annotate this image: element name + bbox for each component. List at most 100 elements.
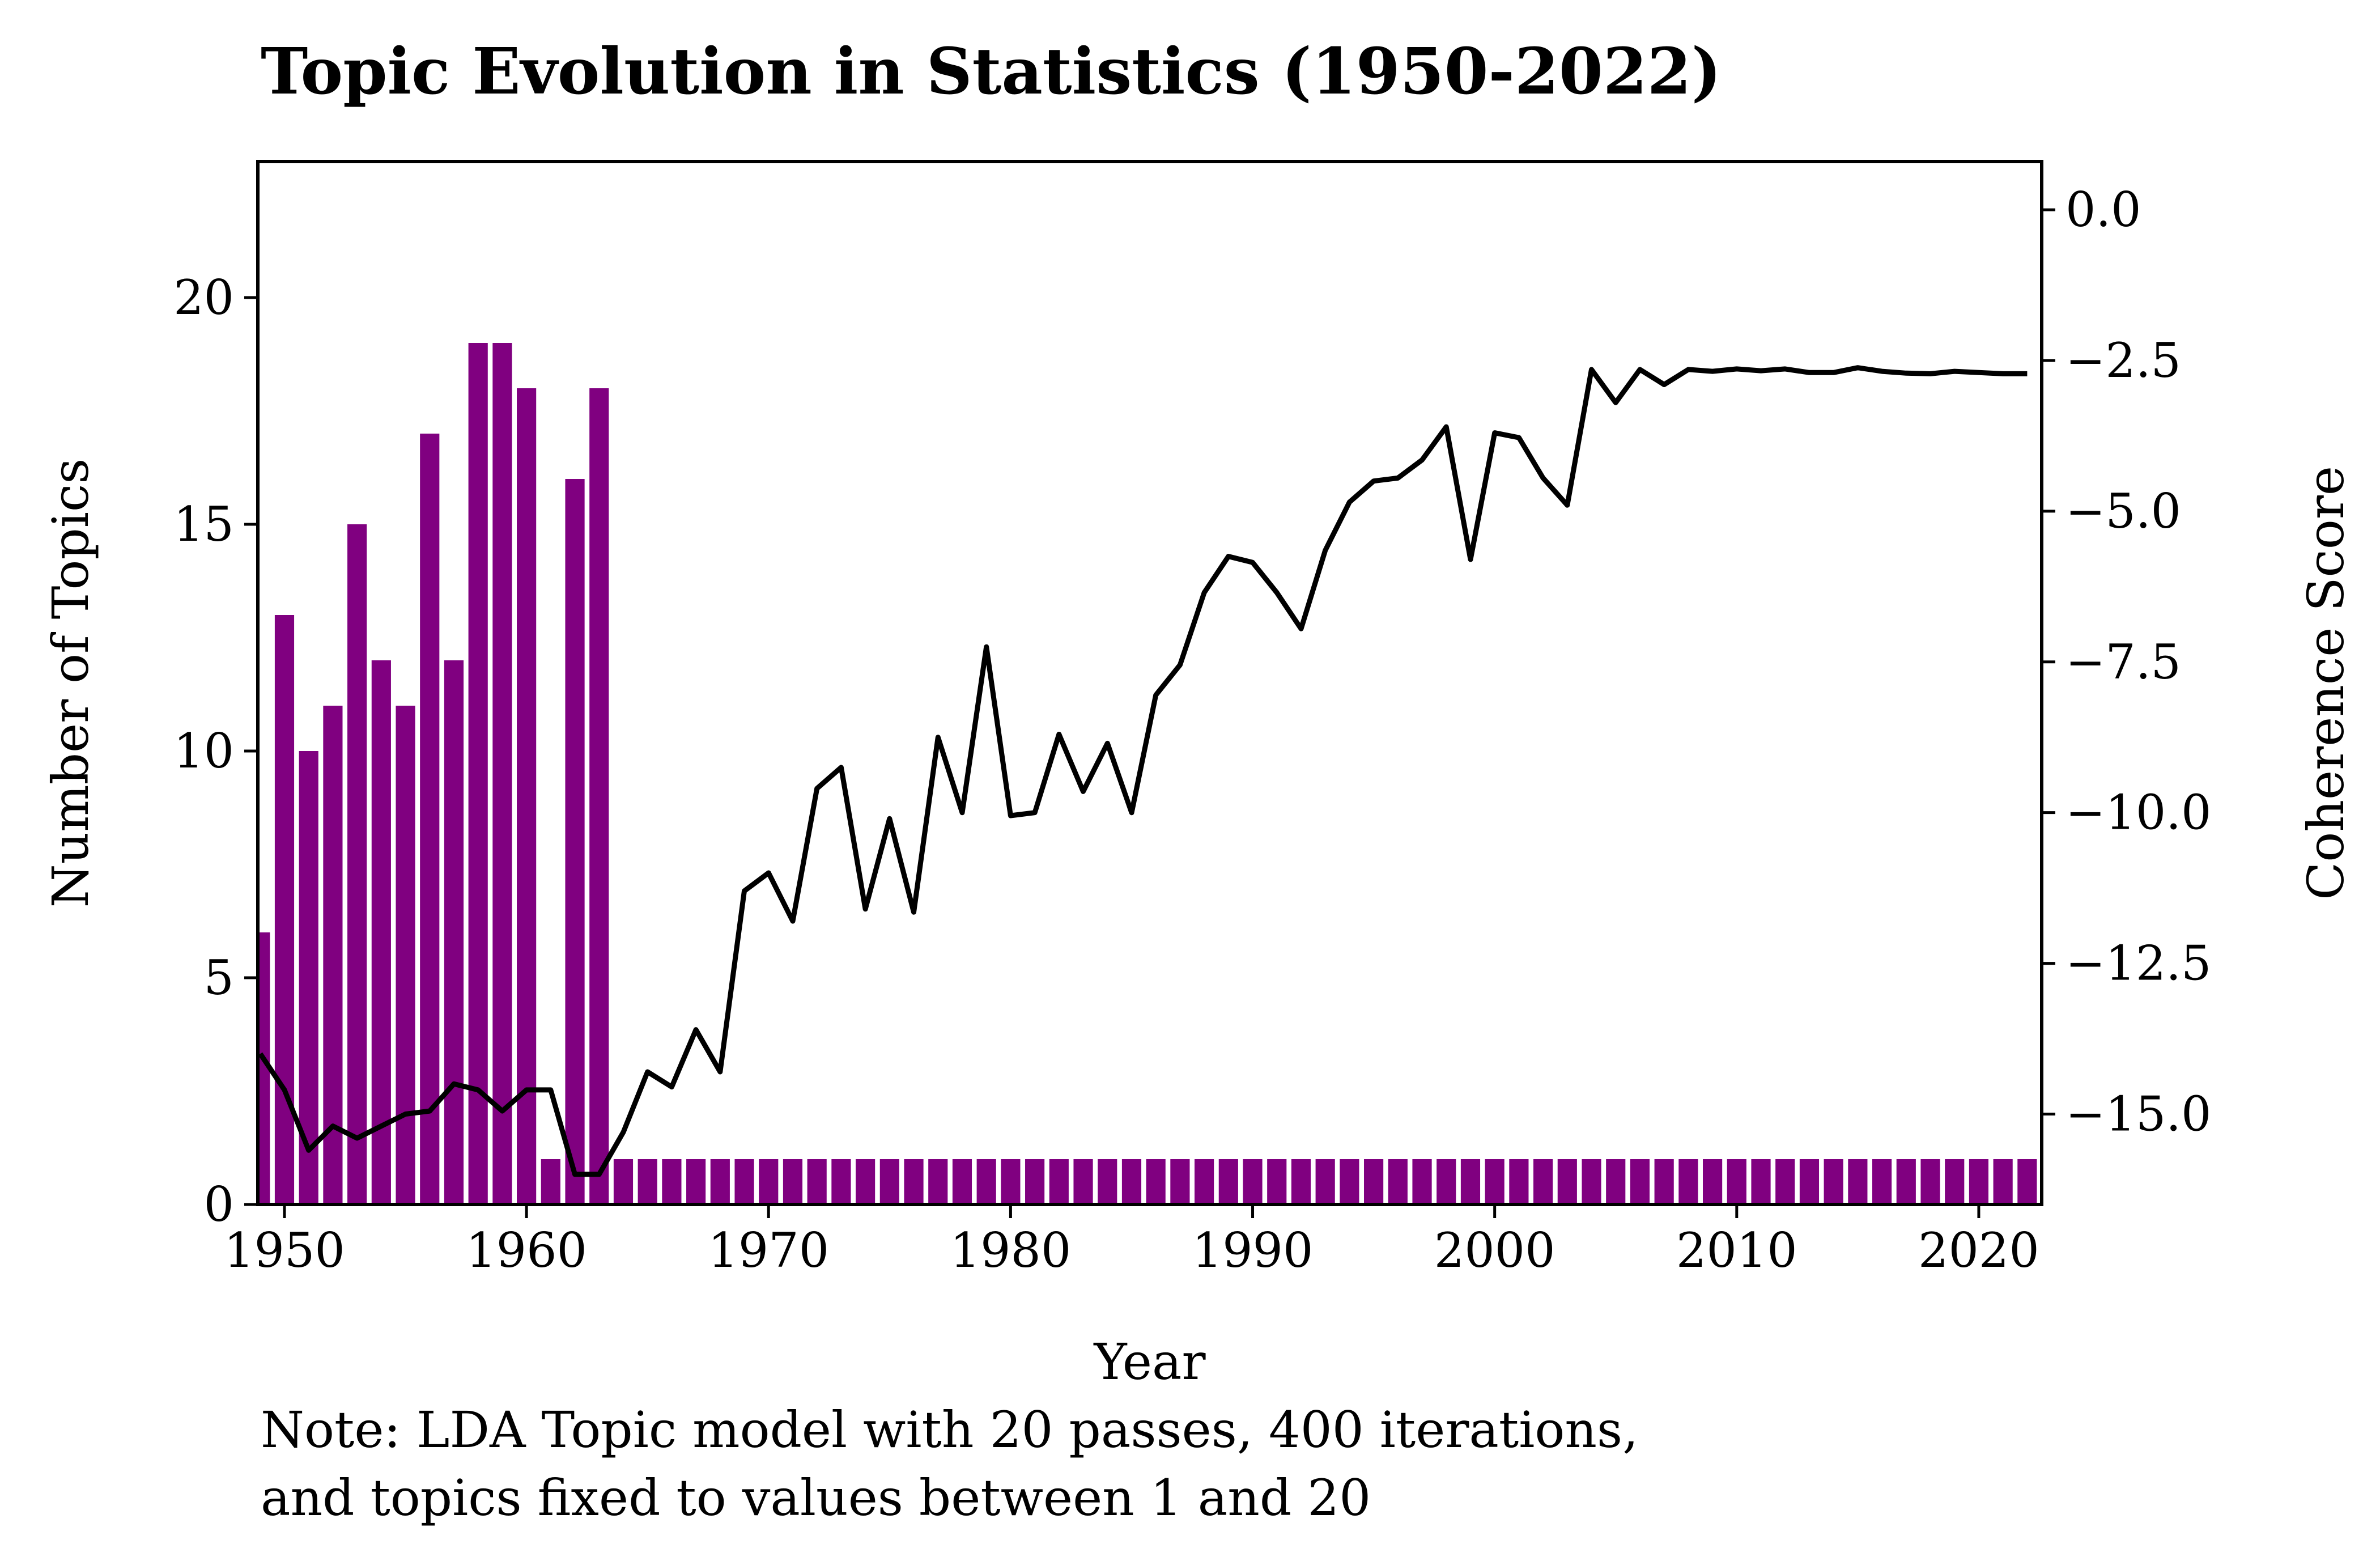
y2-tick-label: −2.5 [2066,333,2181,388]
plot-frame [256,160,2043,1206]
bar [807,1159,827,1204]
y-tick-label: 20 [173,270,234,325]
bar [371,660,391,1204]
y2-tick-label: −12.5 [2066,936,2211,991]
y-tick-label: 15 [173,497,234,552]
y2-tick-label: −15.0 [2066,1086,2211,1142]
bar [928,1159,948,1204]
bar [662,1159,682,1204]
bar [1025,1159,1045,1204]
bar [734,1159,754,1204]
bar [565,479,585,1204]
bar [1218,1159,1238,1204]
bar [613,1159,634,1204]
y-axis-label: Number of Topics [41,459,100,908]
y-axis-right: 0.0 −2.5 −5.0 −7.5 −10.0 −12.5 −15.0 [2042,182,2211,1142]
y-tick-label: 10 [173,723,234,779]
bar [1243,1159,1263,1204]
bar [1315,1159,1335,1204]
y2-tick-label: −5.0 [2066,483,2181,539]
bar [710,1159,730,1204]
bar [1049,1159,1069,1204]
x-tick-label: 2010 [1676,1223,1797,1278]
bars-layer [258,343,2037,1204]
bar [1121,1159,1142,1204]
bar [468,343,488,1204]
bar [541,1159,560,1204]
bar [1412,1159,1432,1204]
bar [1727,1159,1746,1204]
bar [1630,1159,1650,1204]
bar [1799,1159,1820,1204]
bar [1582,1159,1601,1204]
bar [274,615,295,1204]
y2-tick-label: 0.0 [2066,182,2141,237]
bar [1364,1159,1384,1204]
bar [831,1159,851,1204]
x-axis: 1950 1960 1970 1980 1990 2000 2010 2020 [224,1204,2039,1278]
x-tick-label: 2000 [1434,1223,1556,1278]
bar [783,1159,803,1204]
bar [1340,1159,1359,1204]
x-tick-label: 1970 [708,1223,829,1278]
bar [686,1159,706,1204]
bar [2017,1159,2037,1204]
bar [1703,1159,1723,1204]
bar [1533,1159,1553,1204]
bar [1872,1159,1892,1204]
bar [904,1159,924,1204]
note-line-1: Note: LDA Topic model with 20 passes, 40… [261,1401,1638,1459]
y-tick-label: 5 [204,950,234,1006]
y2-tick-label: −10.0 [2066,785,2211,841]
bar [1073,1159,1093,1204]
bar [396,706,415,1204]
bar [1824,1159,1843,1204]
bar [492,343,512,1204]
bar [589,388,609,1204]
bar [976,1159,996,1204]
bar [1678,1159,1698,1204]
bar [1654,1159,1674,1204]
chart-title: Topic Evolution in Statistics (1950-2022… [261,35,1722,109]
bar [759,1159,779,1204]
y2-tick-label: −7.5 [2066,634,2181,690]
x-tick-label: 1980 [950,1223,1072,1278]
bar [1969,1159,1989,1204]
bar [1509,1159,1529,1204]
bar [1388,1159,1408,1204]
bar [1001,1159,1021,1204]
x-tick-label: 1950 [224,1223,345,1278]
bar [1775,1159,1795,1204]
bar [1557,1159,1577,1204]
bar [1436,1159,1456,1204]
bar [347,524,367,1204]
bar [1920,1159,1940,1204]
bar [1460,1159,1481,1204]
bar [258,932,270,1204]
bar [444,660,464,1204]
bar [517,388,537,1204]
bar [1291,1159,1311,1204]
y-axis-left: 0 5 10 15 20 [173,270,258,1232]
note-line-2: and topics fixed to values between 1 and… [261,1469,1371,1527]
bar [1267,1159,1287,1204]
bar [1485,1159,1504,1204]
x-tick-label: 2020 [1918,1223,2039,1278]
bar [856,1159,876,1204]
x-tick-label: 1960 [466,1223,587,1278]
bar [1606,1159,1626,1204]
bar [638,1159,657,1204]
bar [1993,1159,2013,1204]
bar [952,1159,972,1204]
bar [420,434,440,1204]
bar [1751,1159,1771,1204]
y-tick-label: 0 [204,1177,234,1232]
x-tick-label: 1990 [1192,1223,1314,1278]
line-layer [258,365,2028,1177]
bar [323,706,343,1204]
bar [1945,1159,1965,1204]
bar [1195,1159,1214,1204]
y2-axis-label: Coherence Score [2297,466,2355,900]
bar [1098,1159,1117,1204]
